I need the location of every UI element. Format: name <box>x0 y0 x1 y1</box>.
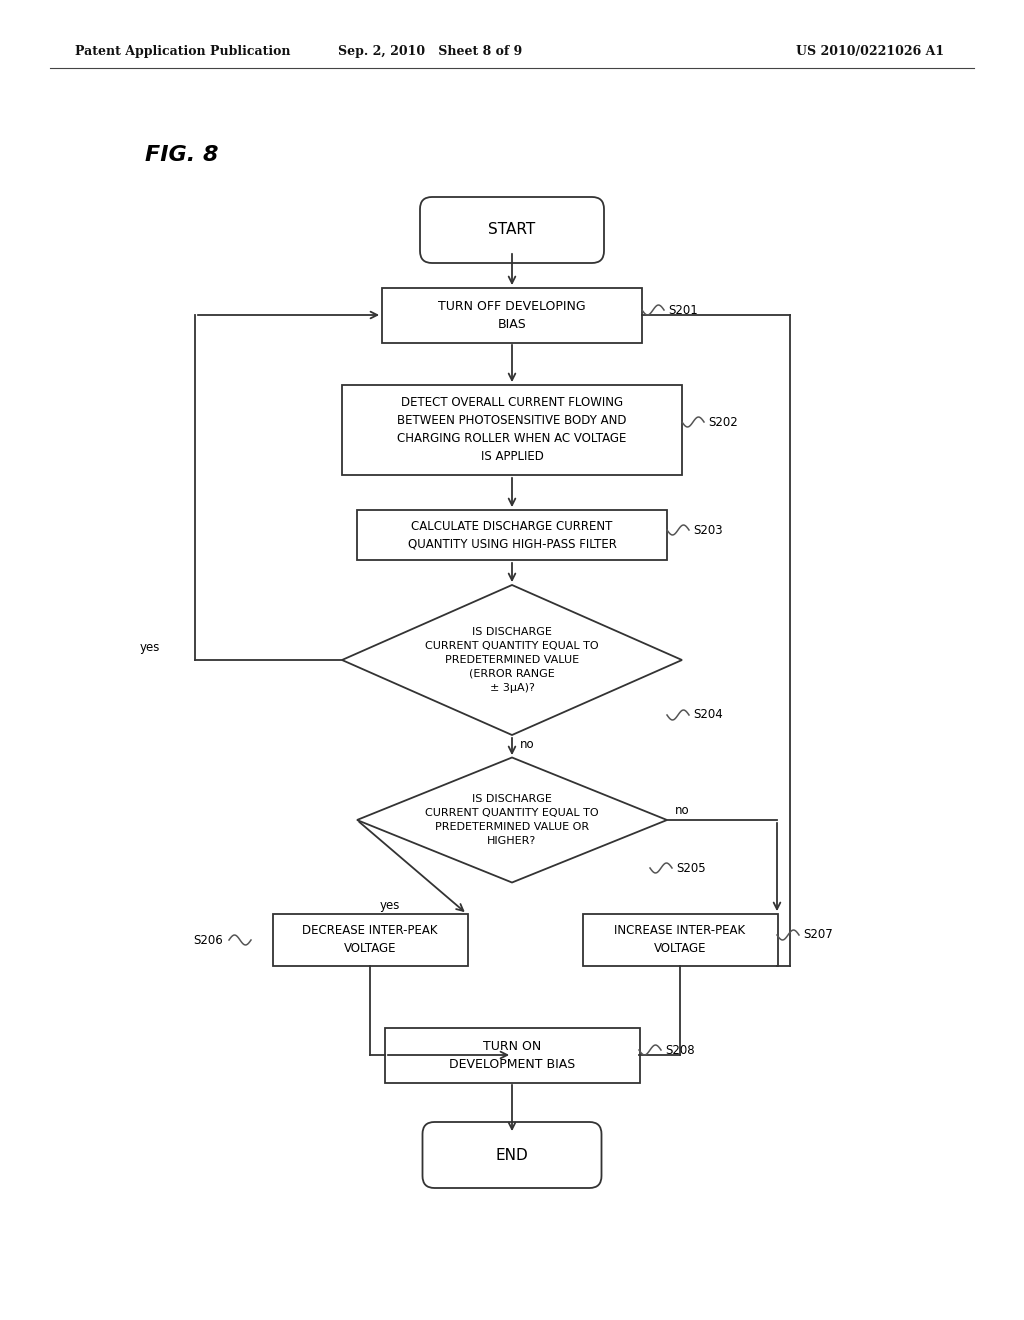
Polygon shape <box>342 585 682 735</box>
Text: yes: yes <box>380 899 400 912</box>
Text: S205: S205 <box>676 862 706 874</box>
Text: TURN ON
DEVELOPMENT BIAS: TURN ON DEVELOPMENT BIAS <box>449 1040 575 1071</box>
Text: END: END <box>496 1147 528 1163</box>
Text: yes: yes <box>139 642 160 655</box>
Text: S204: S204 <box>693 709 723 722</box>
Text: S207: S207 <box>803 928 833 941</box>
Polygon shape <box>357 758 667 883</box>
Text: Sep. 2, 2010   Sheet 8 of 9: Sep. 2, 2010 Sheet 8 of 9 <box>338 45 522 58</box>
Text: CALCULATE DISCHARGE CURRENT
QUANTITY USING HIGH-PASS FILTER: CALCULATE DISCHARGE CURRENT QUANTITY USI… <box>408 520 616 550</box>
Text: DECREASE INTER-PEAK
VOLTAGE: DECREASE INTER-PEAK VOLTAGE <box>302 924 437 956</box>
Text: Patent Application Publication: Patent Application Publication <box>75 45 291 58</box>
Text: DETECT OVERALL CURRENT FLOWING
BETWEEN PHOTOSENSITIVE BODY AND
CHARGING ROLLER W: DETECT OVERALL CURRENT FLOWING BETWEEN P… <box>397 396 627 463</box>
Text: TURN OFF DEVELOPING
BIAS: TURN OFF DEVELOPING BIAS <box>438 300 586 330</box>
FancyBboxPatch shape <box>423 1122 601 1188</box>
Bar <box>382 288 642 342</box>
Text: S208: S208 <box>665 1044 694 1056</box>
Text: START: START <box>488 223 536 238</box>
Text: INCREASE INTER-PEAK
VOLTAGE: INCREASE INTER-PEAK VOLTAGE <box>614 924 745 956</box>
Bar <box>342 385 682 475</box>
Bar <box>583 913 777 966</box>
Text: S203: S203 <box>693 524 723 536</box>
Bar <box>272 913 468 966</box>
Text: IS DISCHARGE
CURRENT QUANTITY EQUAL TO
PREDETERMINED VALUE
(ERROR RANGE
± 3μA)?: IS DISCHARGE CURRENT QUANTITY EQUAL TO P… <box>425 627 599 693</box>
Text: S202: S202 <box>708 416 737 429</box>
Text: IS DISCHARGE
CURRENT QUANTITY EQUAL TO
PREDETERMINED VALUE OR
HIGHER?: IS DISCHARGE CURRENT QUANTITY EQUAL TO P… <box>425 795 599 846</box>
Text: no: no <box>675 804 689 817</box>
FancyBboxPatch shape <box>420 197 604 263</box>
Text: no: no <box>520 738 535 751</box>
Bar <box>384 1027 640 1082</box>
Text: S201: S201 <box>668 304 697 317</box>
Text: US 2010/0221026 A1: US 2010/0221026 A1 <box>796 45 944 58</box>
Text: FIG. 8: FIG. 8 <box>145 145 218 165</box>
Text: S206: S206 <box>194 933 223 946</box>
Bar <box>357 510 667 560</box>
